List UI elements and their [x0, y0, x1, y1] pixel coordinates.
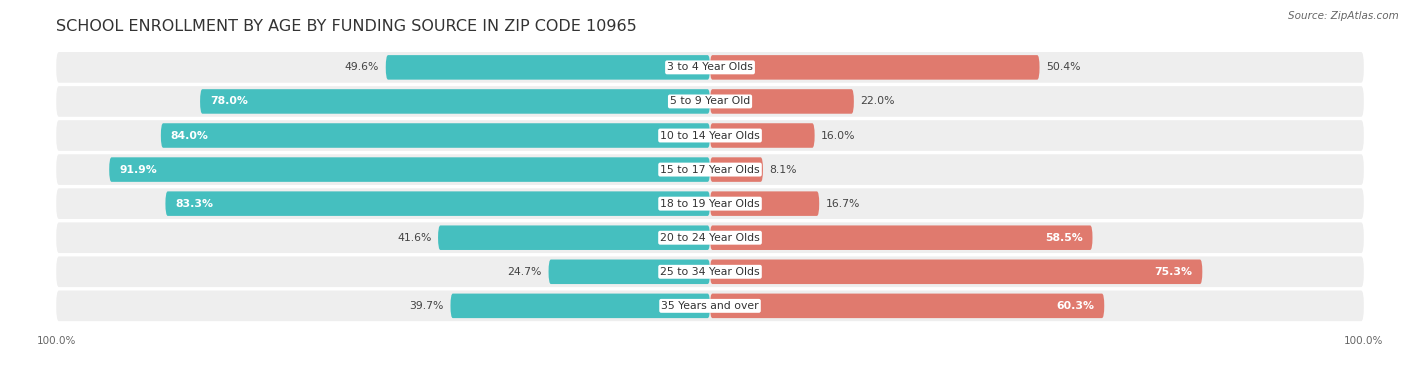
Text: 35 Years and over: 35 Years and over: [661, 301, 759, 311]
FancyBboxPatch shape: [56, 188, 1364, 219]
FancyBboxPatch shape: [710, 259, 1202, 284]
FancyBboxPatch shape: [110, 157, 710, 182]
Text: 49.6%: 49.6%: [344, 62, 380, 72]
Text: 58.5%: 58.5%: [1045, 233, 1083, 243]
Text: 3 to 4 Year Olds: 3 to 4 Year Olds: [666, 62, 754, 72]
Text: 50.4%: 50.4%: [1046, 62, 1081, 72]
FancyBboxPatch shape: [56, 256, 1364, 287]
FancyBboxPatch shape: [710, 192, 820, 216]
Text: 10 to 14 Year Olds: 10 to 14 Year Olds: [661, 130, 759, 141]
FancyBboxPatch shape: [56, 154, 1364, 185]
Text: SCHOOL ENROLLMENT BY AGE BY FUNDING SOURCE IN ZIP CODE 10965: SCHOOL ENROLLMENT BY AGE BY FUNDING SOUR…: [56, 19, 637, 34]
Text: 60.3%: 60.3%: [1056, 301, 1094, 311]
FancyBboxPatch shape: [56, 52, 1364, 83]
FancyBboxPatch shape: [56, 86, 1364, 117]
FancyBboxPatch shape: [710, 225, 1092, 250]
FancyBboxPatch shape: [439, 225, 710, 250]
Text: 24.7%: 24.7%: [508, 267, 541, 277]
FancyBboxPatch shape: [710, 55, 1039, 80]
Text: 75.3%: 75.3%: [1154, 267, 1192, 277]
Text: 20 to 24 Year Olds: 20 to 24 Year Olds: [661, 233, 759, 243]
FancyBboxPatch shape: [385, 55, 710, 80]
FancyBboxPatch shape: [710, 294, 1104, 318]
FancyBboxPatch shape: [450, 294, 710, 318]
Text: 83.3%: 83.3%: [176, 199, 214, 208]
FancyBboxPatch shape: [548, 259, 710, 284]
Text: 84.0%: 84.0%: [170, 130, 208, 141]
FancyBboxPatch shape: [710, 89, 853, 114]
Text: 22.0%: 22.0%: [860, 97, 894, 106]
Text: 8.1%: 8.1%: [769, 165, 797, 175]
Text: 41.6%: 41.6%: [396, 233, 432, 243]
FancyBboxPatch shape: [710, 123, 814, 148]
FancyBboxPatch shape: [56, 222, 1364, 253]
Text: 91.9%: 91.9%: [120, 165, 156, 175]
FancyBboxPatch shape: [200, 89, 710, 114]
FancyBboxPatch shape: [166, 192, 710, 216]
FancyBboxPatch shape: [710, 157, 763, 182]
FancyBboxPatch shape: [56, 120, 1364, 151]
Text: Source: ZipAtlas.com: Source: ZipAtlas.com: [1288, 11, 1399, 21]
FancyBboxPatch shape: [160, 123, 710, 148]
Text: 18 to 19 Year Olds: 18 to 19 Year Olds: [661, 199, 759, 208]
Text: 25 to 34 Year Olds: 25 to 34 Year Olds: [661, 267, 759, 277]
Text: 78.0%: 78.0%: [209, 97, 247, 106]
Text: 16.0%: 16.0%: [821, 130, 856, 141]
Text: 16.7%: 16.7%: [825, 199, 860, 208]
FancyBboxPatch shape: [56, 291, 1364, 321]
Text: 15 to 17 Year Olds: 15 to 17 Year Olds: [661, 165, 759, 175]
Text: 5 to 9 Year Old: 5 to 9 Year Old: [669, 97, 751, 106]
Text: 39.7%: 39.7%: [409, 301, 444, 311]
